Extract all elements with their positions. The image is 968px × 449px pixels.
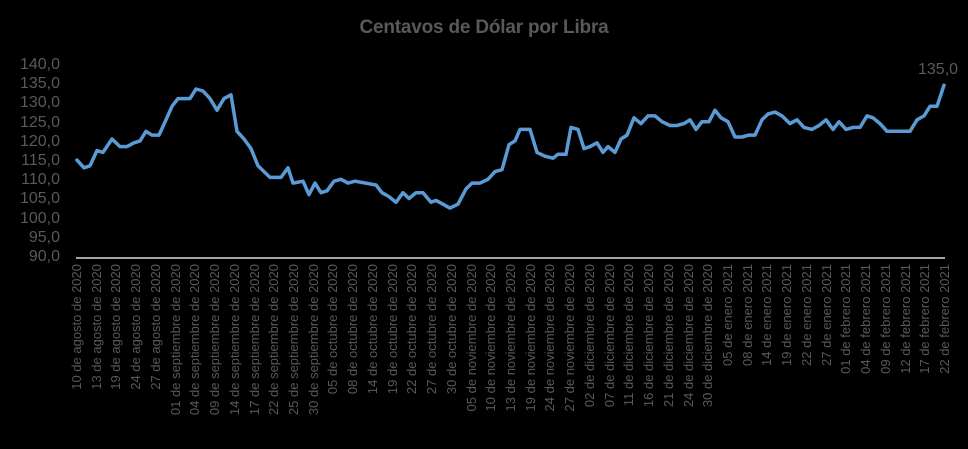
x-tick-label: 24 de agosto de 2020 <box>128 264 144 390</box>
x-tick-label: 24 de noviembre de 2020 <box>542 264 558 412</box>
x-tick-label: 07 de diciembre de 2020 <box>601 264 617 408</box>
y-tick-label: 125,0 <box>19 113 60 131</box>
y-tick-label: 130,0 <box>19 94 60 112</box>
x-tick-label: 14 de octubre de 2020 <box>364 264 380 395</box>
last-value-label: 135,0 <box>918 61 959 78</box>
y-tick-label: 140,0 <box>19 56 60 73</box>
x-tick-label: 08 de enero 2021 <box>739 264 755 366</box>
x-tick-label: 30 de septiembre de 2020 <box>305 264 321 416</box>
x-tick-label: 22 de octubre de 2020 <box>404 264 420 395</box>
chart-title: Centavos de Dólar por Libra <box>359 17 609 38</box>
x-tick-label: 10 de noviembre de 2020 <box>483 264 499 412</box>
x-tick-label: 30 de diciembre de 2020 <box>700 264 716 408</box>
data-line <box>75 83 946 210</box>
x-tick-label: 11 de diciembre de 2020 <box>621 264 637 407</box>
x-tick-label: 25 de septiembre de 2020 <box>286 264 301 416</box>
x-tick-label: 19 de agosto de 2020 <box>108 264 124 390</box>
y-tick-label: 110,0 <box>21 171 60 189</box>
y-tick-label: 100,0 <box>19 209 60 227</box>
x-tick-label: 22 de febrero 2021 <box>937 264 952 374</box>
x-tick-label: 27 de agosto de 2020 <box>147 264 163 390</box>
x-tick-label: 13 de noviembre de 2020 <box>503 264 518 412</box>
x-tick-label: 22 de septiembre de 2020 <box>266 264 282 416</box>
x-tick-label: 02 de diciembre de 2020 <box>581 264 597 408</box>
x-tick-label: 17 de septiembre de 2020 <box>246 264 262 416</box>
x-tick-label: 14 de septiembre de 2020 <box>226 264 242 416</box>
y-tick-label: 95,0 <box>28 228 60 246</box>
x-tick-label: 01 de febrero 2021 <box>838 264 854 374</box>
y-tick-label: 90,0 <box>28 248 60 265</box>
x-tick-label: 27 de enero 2021 <box>818 264 834 366</box>
x-tick-label: 13 de agosto de 2020 <box>88 264 104 390</box>
x-tick-label: 08 de octubre de 2020 <box>345 264 361 395</box>
y-tick-label: 105,0 <box>19 190 60 208</box>
x-tick-label: 04 de septiembre de 2020 <box>187 264 203 416</box>
x-tick-label: 14 de enero 2021 <box>759 264 775 366</box>
x-tick-label: 22 de enero 2021 <box>798 264 814 366</box>
y-tick-label: 135,0 <box>19 75 60 93</box>
x-tick-label: 09 de septiembre de 2020 <box>207 264 223 416</box>
x-tick-label: 16 de diciembre de 2020 <box>641 264 657 408</box>
y-tick-label: 120,0 <box>19 132 60 150</box>
x-tick-label: 05 de octubre de 2020 <box>325 264 341 395</box>
x-tick-label: 17 de febrero 2021 <box>917 264 933 374</box>
x-tick-label: 19 de noviembre de 2020 <box>522 264 538 412</box>
x-tick-label: 05 de noviembre de 2020 <box>463 264 479 412</box>
x-tick-label: 19 de octubre de 2020 <box>384 264 400 395</box>
x-tick-label: 09 de febrero 2021 <box>877 264 893 374</box>
y-tick-label: 115,0 <box>21 152 60 169</box>
x-tick-label: 24 de diciembre de 2020 <box>680 264 696 408</box>
x-tick-label: 21 de diciembre de 2020 <box>660 264 676 408</box>
x-tick-label: 10 de agosto de 2020 <box>69 264 84 390</box>
x-tick-label: 01 de septiembre de 2020 <box>167 264 183 416</box>
x-tick-label: 30 de octubre de 2020 <box>443 264 459 395</box>
x-tick-label: 27 de noviembre de 2020 <box>562 264 578 412</box>
x-tick-label: 27 de octubre de 2020 <box>424 264 440 395</box>
x-tick-label: 19 de enero 2021 <box>779 264 795 366</box>
x-tick-label: 04 de febrero 2021 <box>858 264 874 374</box>
x-tick-label: 05 de enero 2021 <box>720 264 735 366</box>
x-tick-label: 12 de febrero 2021 <box>897 264 913 374</box>
